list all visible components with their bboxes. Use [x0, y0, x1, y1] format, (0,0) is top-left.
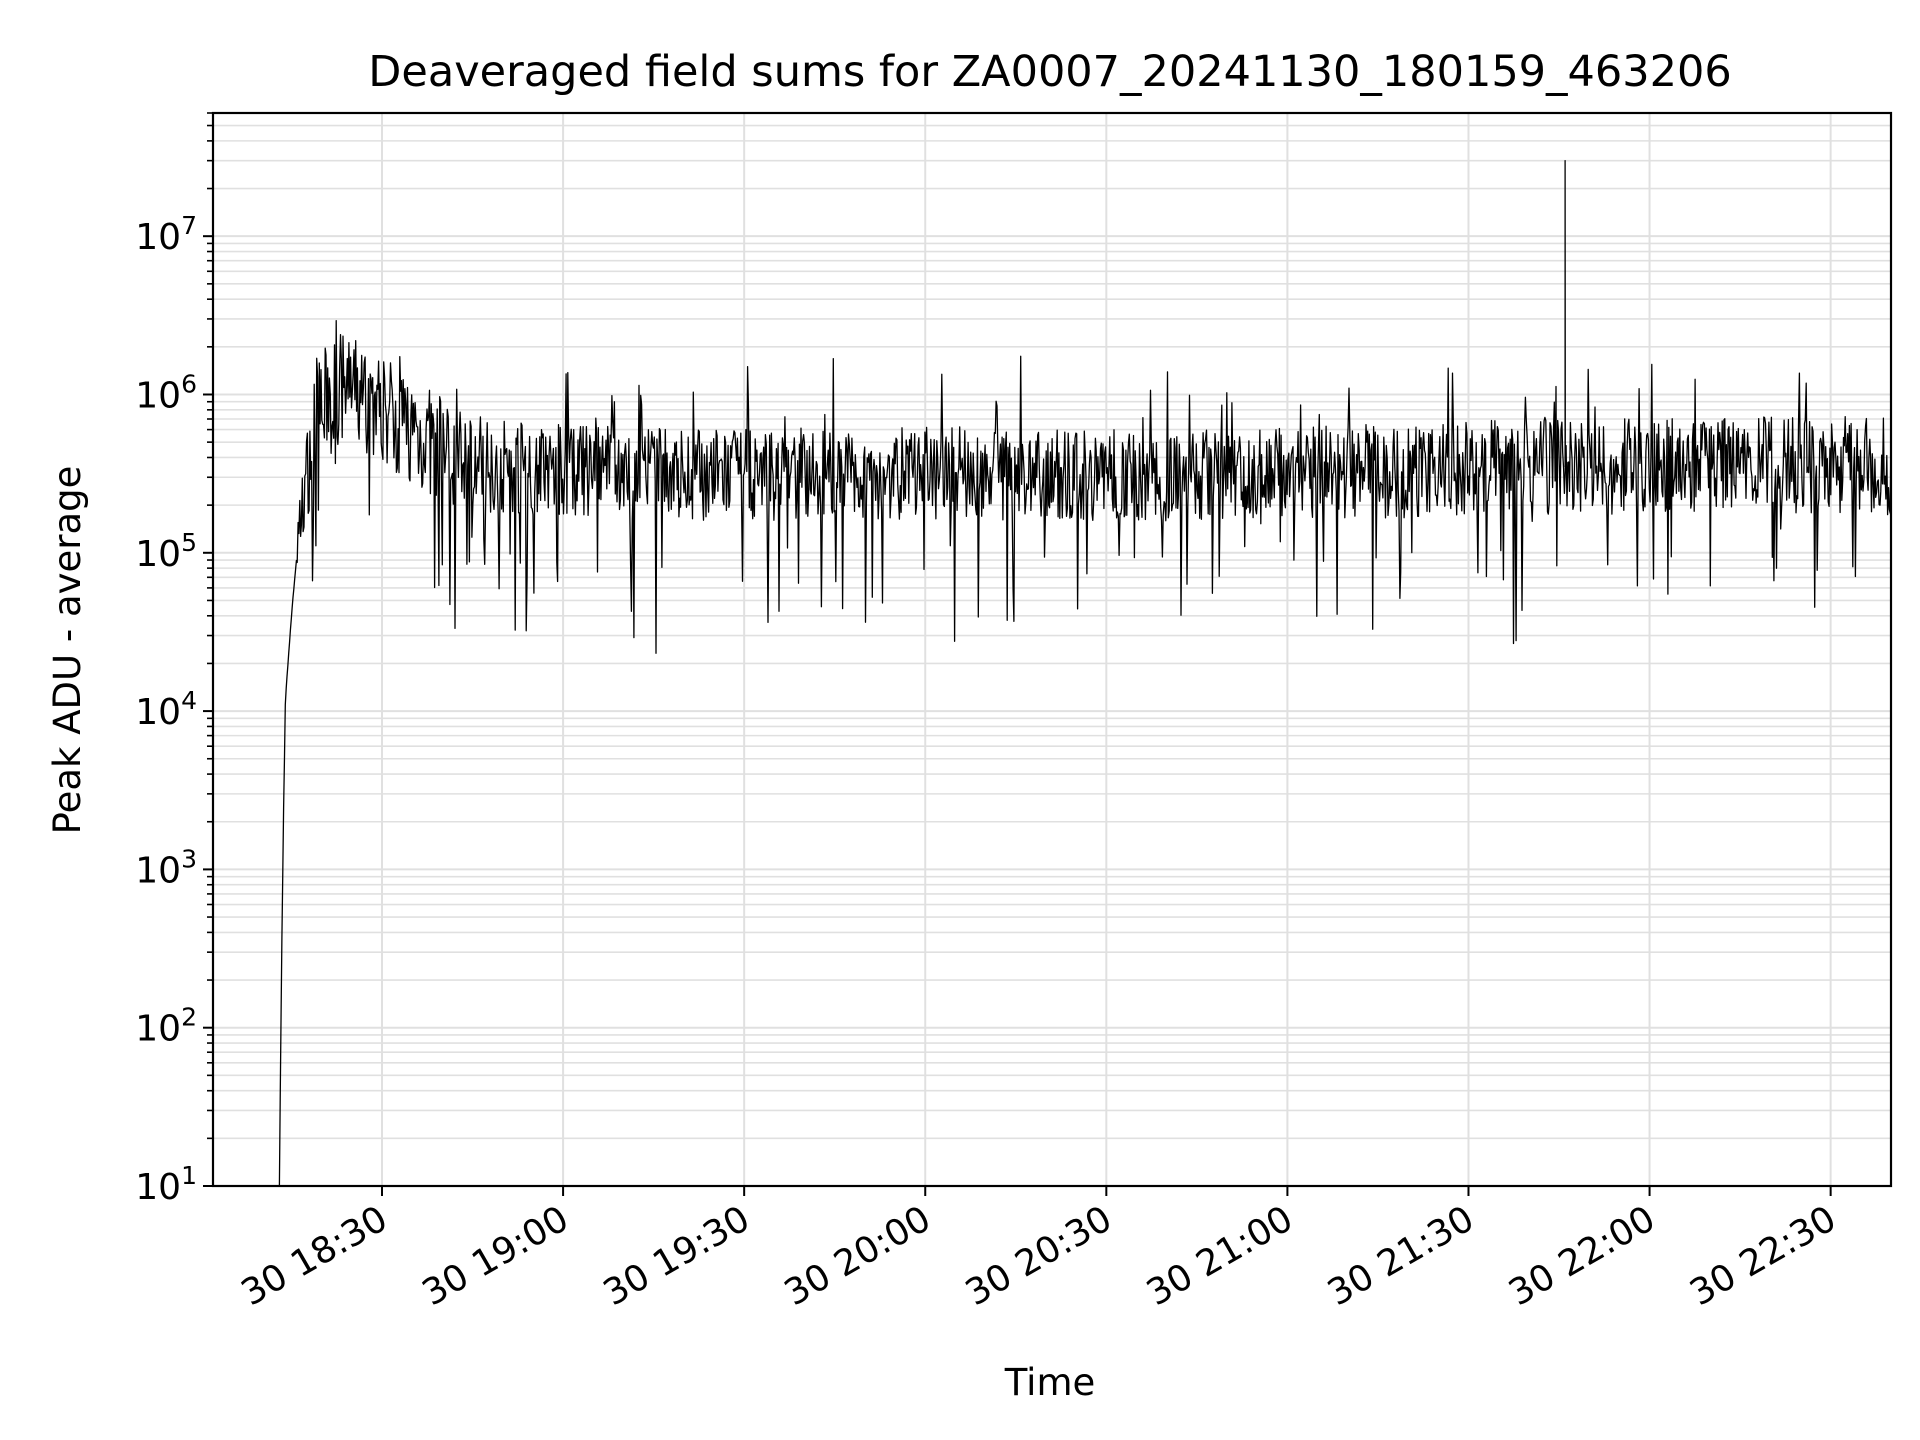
y-tick-label: 105 — [135, 528, 197, 575]
y-tick-label: 106 — [135, 369, 197, 416]
y-tick-label: 101 — [135, 1161, 197, 1208]
chart-title: Deaveraged field sums for ZA0007_2024113… — [368, 47, 1731, 97]
y-tick-label: 102 — [135, 1003, 197, 1050]
y-tick-label: 103 — [135, 844, 197, 891]
series-group — [278, 160, 1892, 1187]
plot-frame — [211, 111, 1893, 1188]
x-axis-label: Time — [1004, 1361, 1096, 1404]
grid — [213, 112, 1891, 1187]
y-tick-label: 104 — [135, 686, 197, 733]
y-axis-label: Peak ADU - average — [46, 466, 89, 835]
series-line — [278, 160, 1892, 1187]
y-ticks: 101 102 103 104 105 106 107 — [135, 112, 213, 1208]
y-tick-label: 107 — [135, 211, 197, 258]
